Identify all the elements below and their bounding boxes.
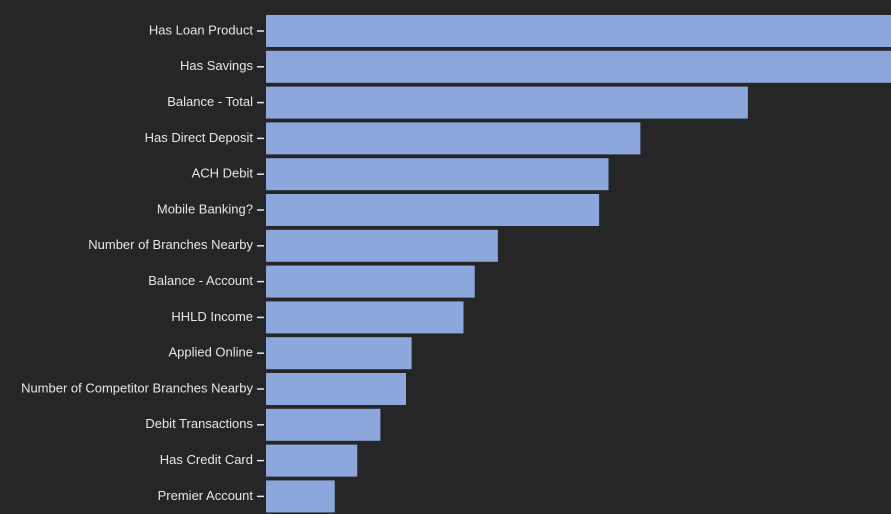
bar-has-direct-deposit bbox=[266, 122, 641, 155]
y-tick-label: Mobile Banking? bbox=[157, 201, 253, 216]
y-tick-label: Has Savings bbox=[180, 58, 253, 73]
y-tick-label: Has Loan Product bbox=[149, 22, 253, 37]
bar-hhld-income bbox=[266, 301, 464, 334]
bar-applied-online bbox=[266, 337, 412, 370]
y-tick-label: Premier Account bbox=[158, 488, 254, 503]
y-tick-label: Has Direct Deposit bbox=[145, 130, 254, 145]
bar-number-of-branches-nearby bbox=[266, 229, 498, 262]
y-tick-label: Balance - Total bbox=[167, 94, 253, 109]
bar-balance-total bbox=[266, 86, 748, 119]
bar-has-savings bbox=[266, 50, 891, 83]
bars-layer bbox=[266, 15, 891, 513]
bar-premier-account bbox=[266, 480, 335, 513]
bar-number-of-competitor-branches-nearby bbox=[266, 373, 406, 405]
y-tick-label: Number of Competitor Branches Nearby bbox=[21, 380, 253, 395]
y-tick-label: Has Credit Card bbox=[160, 452, 253, 467]
y-tick-label: ACH Debit bbox=[192, 166, 254, 181]
bar-has-credit-card bbox=[266, 444, 358, 477]
y-tick-label: HHLD Income bbox=[171, 309, 253, 324]
bar-has-loan-product bbox=[266, 15, 891, 47]
bar-debit-transactions bbox=[266, 408, 381, 441]
bar-mobile-banking bbox=[266, 194, 600, 226]
y-tick-label: Debit Transactions bbox=[145, 416, 253, 431]
y-tick-label: Applied Online bbox=[168, 345, 253, 360]
y-axis: Has Loan Product Has Savings Balance - Tot… bbox=[21, 22, 264, 503]
y-tick-label: Balance - Account bbox=[148, 273, 253, 288]
bar-ach-debit bbox=[266, 158, 609, 191]
bar-balance-account bbox=[266, 265, 475, 298]
y-tick-label: Number of Branches Nearby bbox=[88, 237, 253, 252]
